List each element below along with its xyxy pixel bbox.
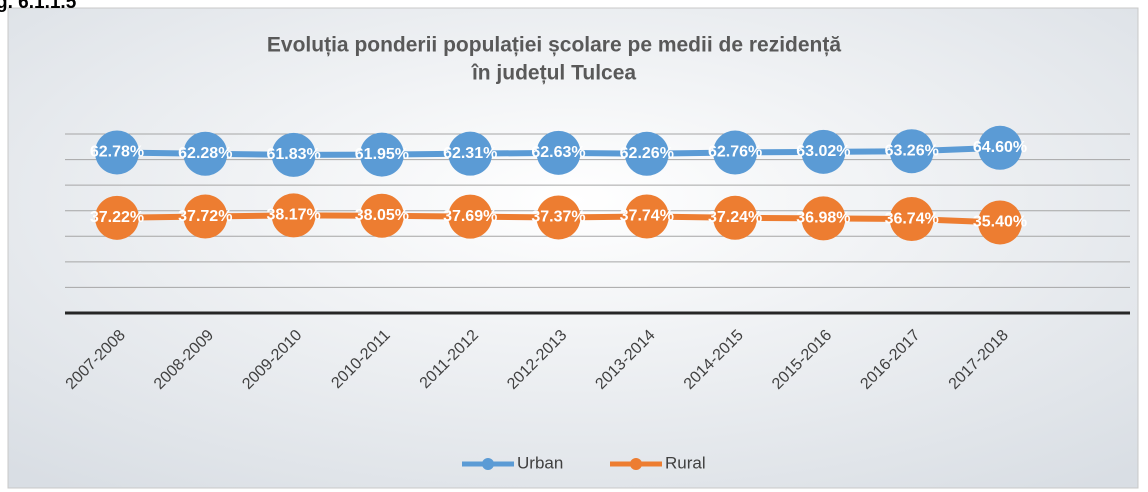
data-label: 38.17% [266, 207, 320, 224]
data-point [536, 130, 581, 175]
data-point [624, 131, 669, 176]
data-point [183, 194, 228, 239]
data-point [536, 195, 581, 240]
data-label: 35.40% [973, 214, 1027, 231]
data-label: 63.02% [796, 143, 850, 160]
data-label: 37.24% [708, 209, 762, 226]
data-label: 37.72% [178, 208, 232, 225]
data-label: 62.26% [620, 145, 674, 162]
data-point [95, 195, 139, 240]
chart-title: Evoluția ponderii populației școlare pe … [267, 34, 841, 57]
data-label: 62.78% [90, 144, 144, 161]
data-point [801, 129, 846, 174]
data-label: 37.37% [531, 209, 585, 226]
legend-label: Rural [665, 453, 706, 472]
data-label: 62.31% [443, 145, 497, 162]
data-label: 64.60% [973, 139, 1027, 156]
data-point [889, 197, 934, 242]
data-label: 37.74% [620, 208, 674, 225]
caption: g. 6.1.1.5 [0, 0, 77, 13]
data-label: 36.98% [796, 210, 850, 227]
data-label: 62.28% [178, 145, 232, 162]
data-point [359, 132, 404, 177]
data-point [359, 193, 404, 238]
data-label: 38.05% [355, 207, 409, 224]
data-label: 37.69% [443, 208, 497, 225]
data-label: 62.76% [708, 144, 762, 161]
data-point [713, 130, 758, 175]
data-point [448, 194, 493, 239]
data-point [95, 130, 139, 175]
data-label: 37.22% [90, 209, 144, 226]
data-point [801, 196, 846, 241]
data-point [713, 195, 758, 240]
data-label: 63.26% [885, 142, 939, 159]
data-label: 36.74% [885, 210, 939, 227]
chart-area [7, 7, 1139, 489]
data-point [271, 132, 316, 177]
data-point [978, 125, 1022, 170]
chart-title: în județul Tulcea [471, 62, 636, 85]
data-point [271, 193, 316, 238]
data-point [448, 131, 493, 176]
data-point [624, 194, 669, 239]
legend-marker [630, 458, 642, 470]
data-point [183, 131, 228, 176]
legend-marker [482, 458, 494, 470]
data-label: 61.83% [266, 146, 320, 163]
data-point [978, 200, 1022, 245]
data-label: 62.63% [531, 144, 585, 161]
data-label: 61.95% [355, 146, 409, 163]
legend-label: Urban [517, 453, 563, 472]
data-point [889, 129, 934, 174]
